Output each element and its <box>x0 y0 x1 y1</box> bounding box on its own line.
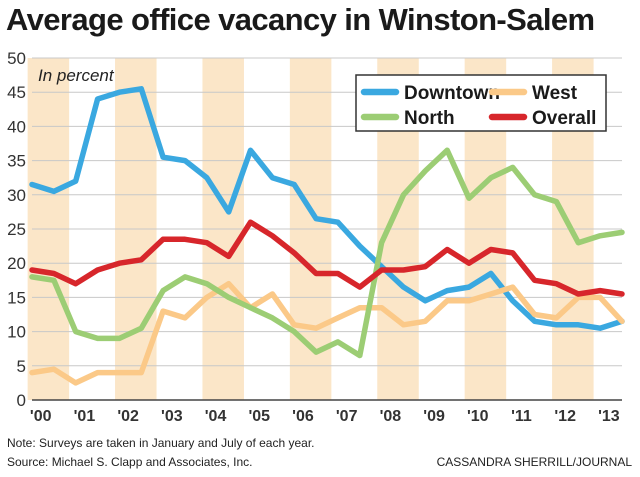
y-tick-label: 20 <box>7 254 26 273</box>
y-tick-label: 5 <box>17 357 26 376</box>
series-line-downtown <box>29 86 625 331</box>
y-tick-label: 0 <box>17 391 26 410</box>
x-tick-label: '06 <box>292 408 314 425</box>
y-tick-label: 25 <box>7 220 26 239</box>
x-tick-label: '08 <box>380 408 402 425</box>
y-tick-label: 10 <box>7 323 26 342</box>
x-tick-label: '12 <box>554 408 576 425</box>
x-tick-label: '11 <box>511 408 532 425</box>
chart-title: Average office vacancy in Winston-Salem <box>6 2 595 37</box>
x-axis-ticks: '00 '01 '02 '03 '04 '05 '06 '07 '08 '09 '10 '11 '12 '… <box>30 408 620 425</box>
chart-note: Note: Surveys are taken in January and J… <box>7 436 315 450</box>
x-tick-label: '01 <box>74 408 96 425</box>
y-tick-label: 45 <box>7 83 26 102</box>
y-tick-label: 15 <box>7 288 26 307</box>
legend-label-overall: Overall <box>532 108 596 129</box>
x-tick-label: '02 <box>117 408 139 425</box>
x-tick-label: '13 <box>598 408 620 425</box>
gridlines <box>32 57 622 401</box>
series-line-overall <box>29 219 625 297</box>
y-tick-label: 40 <box>7 117 26 136</box>
y-axis-ticks: 0 5 10 15 20 25 30 35 40 45 50 <box>7 49 26 410</box>
x-tick-label: '09 <box>423 408 445 425</box>
y-tick-label: 30 <box>7 186 26 205</box>
legend-box <box>355 74 607 132</box>
legend-label-downtown: Downtown <box>404 83 500 104</box>
legend-label-west: West <box>532 83 578 104</box>
y-tick-label: 50 <box>7 49 26 68</box>
legend-label-north: North <box>404 108 455 129</box>
x-tick-label: '04 <box>205 408 227 425</box>
x-tick-label: '07 <box>336 408 358 425</box>
x-tick-label: '00 <box>30 408 52 425</box>
series-lines <box>29 86 625 386</box>
series-line-west <box>29 280 625 386</box>
y-tick-label: 35 <box>7 152 26 171</box>
x-tick-label: '05 <box>248 408 270 425</box>
y-axis-unit-label: In percent <box>38 66 115 85</box>
chart-credit: CASSANDRA SHERRILL/JOURNAL <box>436 455 632 469</box>
x-tick-label: '10 <box>467 408 489 425</box>
legend: Downtown West North Overall <box>355 74 607 132</box>
chart-source: Source: Michael S. Clapp and Associates,… <box>7 455 253 469</box>
x-tick-label: '03 <box>161 408 183 425</box>
series-line-north <box>29 147 625 359</box>
